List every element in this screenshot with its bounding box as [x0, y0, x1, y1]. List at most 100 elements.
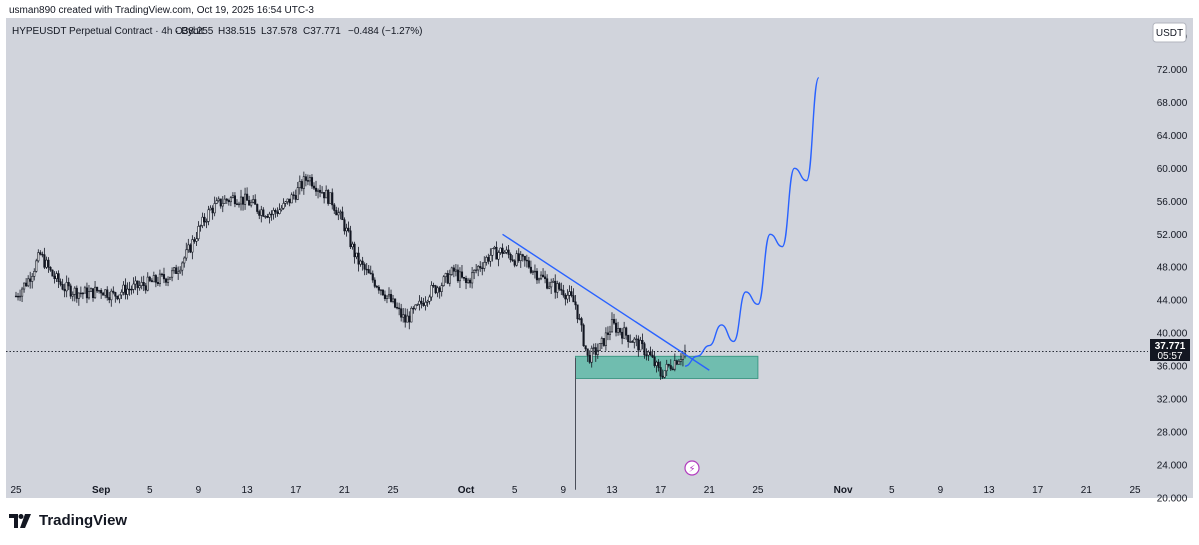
candle-body [667, 363, 670, 366]
candle-body [256, 204, 259, 212]
candle-body [495, 246, 498, 260]
candle-body [73, 287, 76, 295]
candle-body [679, 359, 682, 362]
candle-body [552, 280, 555, 283]
candle-body [282, 203, 285, 209]
candle-body [339, 211, 342, 214]
candle-body [270, 213, 273, 216]
ohlc-close: C37.771 [303, 26, 341, 37]
tradingview-logo[interactable]: TradingView [9, 512, 127, 529]
candle-body [570, 291, 573, 296]
candle-body [29, 278, 32, 282]
candle-body [96, 286, 99, 292]
candle-body [27, 278, 30, 287]
candle-body [529, 266, 532, 273]
candle-body [120, 291, 123, 296]
candle-body [146, 276, 149, 291]
candle-body [189, 244, 192, 253]
candle-body [367, 269, 370, 274]
candle-body [416, 304, 419, 306]
candle-body [406, 315, 409, 323]
candle-body [18, 295, 22, 298]
candle-body [410, 307, 413, 323]
candle-body [124, 284, 127, 295]
candle-body [217, 198, 220, 201]
candle-body [562, 290, 565, 296]
lightning-event-marker[interactable]: ⚡ [684, 460, 700, 476]
candle-body [246, 193, 249, 201]
candle-body [473, 269, 476, 274]
x-tick-label: Nov [834, 485, 853, 496]
candle-body [323, 192, 326, 199]
candle-body [248, 200, 251, 206]
candle-body [201, 216, 204, 226]
x-tick-label: 5 [512, 485, 518, 496]
candle-body [51, 269, 54, 277]
candle-body [57, 273, 60, 283]
candle-body [379, 289, 382, 292]
candle-body [183, 257, 186, 264]
candle-body [659, 367, 662, 377]
currency-button-box[interactable] [1152, 22, 1187, 43]
candle-body [207, 209, 210, 222]
x-tick-label: 17 [290, 485, 302, 496]
candle-body [325, 189, 328, 199]
candle-body [412, 307, 415, 310]
candle-body [507, 249, 510, 255]
candle-body [209, 207, 212, 211]
candle-body [408, 315, 411, 323]
candle-body [108, 297, 111, 301]
y-tick-label: 68.000 [1157, 98, 1188, 109]
candle-body [227, 200, 230, 203]
y-tick-label: 48.000 [1157, 263, 1188, 274]
candle-body [671, 368, 674, 371]
candle-body [394, 298, 397, 308]
candle-body [371, 273, 374, 281]
candle-body [79, 292, 82, 295]
candle-body [592, 347, 595, 349]
candle-body [647, 351, 650, 356]
candle-body [542, 274, 545, 278]
candle-body [424, 301, 427, 306]
candle-body [278, 209, 281, 214]
candle-body [144, 285, 147, 291]
candle-body [572, 295, 575, 303]
ohlc-change: −0.484 (−1.27%) [348, 26, 423, 37]
candle-body [629, 341, 632, 343]
candle-body [118, 294, 121, 300]
candle-body [491, 248, 494, 256]
candle-body [359, 260, 362, 265]
currency-button[interactable]: USDT [1152, 22, 1187, 43]
candle-body [156, 282, 159, 284]
candles-layer [14, 171, 687, 380]
candle-body [639, 339, 642, 351]
candle-body [53, 275, 56, 280]
candle-body [231, 195, 234, 198]
candle-body [487, 257, 490, 262]
candle-body [150, 280, 153, 283]
candle-body [450, 267, 453, 275]
candle-body [177, 271, 180, 274]
x-tick-label: 9 [561, 485, 567, 496]
candle-body [152, 275, 155, 283]
candle-body [254, 199, 257, 205]
candle-body [383, 294, 387, 299]
candle-body [501, 247, 504, 254]
candle-body [239, 196, 243, 205]
candle-body [106, 289, 109, 298]
x-tick-label: 13 [983, 485, 995, 496]
lightning-icon[interactable]: ⚡ [688, 464, 695, 475]
candle-body [420, 300, 423, 304]
candle-body [75, 287, 78, 299]
candle-body [637, 338, 640, 351]
candle-body [550, 281, 553, 288]
chart-frame [6, 18, 1193, 498]
candle-body [337, 212, 340, 216]
candle-body [252, 199, 255, 203]
candle-body [71, 294, 74, 297]
currency-button-label[interactable]: USDT [1156, 28, 1183, 39]
candle-body [274, 210, 277, 213]
event-marker-circle[interactable] [684, 460, 700, 476]
candle-body [554, 280, 557, 293]
